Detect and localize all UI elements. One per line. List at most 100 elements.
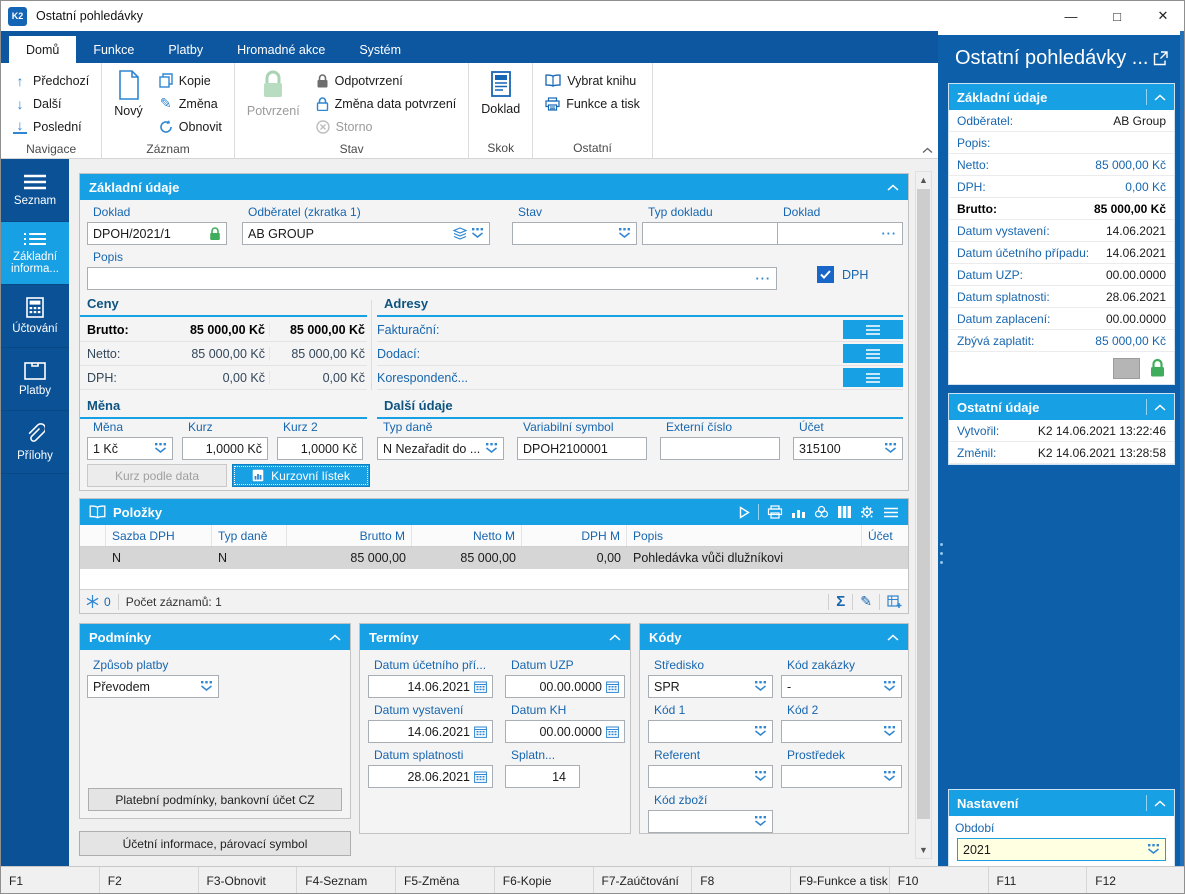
new-button[interactable]: Nový bbox=[106, 67, 150, 118]
col-ucet[interactable]: Účet bbox=[868, 528, 893, 543]
copy-button[interactable]: Kopie bbox=[155, 69, 226, 92]
menu-icon[interactable] bbox=[883, 507, 899, 518]
run-icon[interactable] bbox=[739, 505, 750, 519]
calendar-icon[interactable] bbox=[606, 681, 619, 693]
panel-splitter[interactable] bbox=[940, 543, 943, 564]
document-jump-button[interactable]: Doklad bbox=[473, 67, 528, 116]
platebni-podminky-button[interactable]: Platební podmínky, bankovní účet CZ bbox=[88, 788, 342, 811]
dropdown-icon[interactable] bbox=[883, 771, 896, 782]
settings-gear-icon[interactable] bbox=[860, 505, 875, 519]
ellipsis-button[interactable]: ··· bbox=[881, 226, 897, 241]
storno-button[interactable]: Storno bbox=[312, 115, 461, 138]
odberatel-input[interactable]: AB GROUP bbox=[242, 222, 490, 245]
change-button[interactable]: ✎ Změna bbox=[159, 95, 218, 111]
externi-cislo-input[interactable] bbox=[660, 437, 780, 460]
table-add-icon[interactable] bbox=[887, 595, 902, 608]
collapse-chevron-icon[interactable] bbox=[609, 633, 621, 641]
col-dph-m[interactable]: DPH M bbox=[522, 525, 627, 546]
dropdown-icon[interactable] bbox=[154, 443, 167, 454]
kurz-input[interactable]: 1,0000 Kč bbox=[182, 437, 268, 460]
dropdown-icon[interactable] bbox=[754, 771, 767, 782]
dropdown-icon[interactable] bbox=[1147, 844, 1160, 855]
columns-icon[interactable] bbox=[837, 505, 852, 519]
doklad-input[interactable]: DPOH/2021/1 bbox=[87, 222, 227, 245]
col-popis[interactable]: Popis bbox=[627, 525, 862, 546]
col-sazba-dph[interactable]: Sazba DPH bbox=[106, 525, 212, 546]
splatnost-input[interactable]: 14 bbox=[505, 765, 580, 788]
stredisko-select[interactable]: SPR bbox=[648, 675, 773, 698]
dropdown-icon[interactable] bbox=[200, 681, 213, 692]
doklad2-input[interactable]: ··· bbox=[777, 222, 903, 245]
dropdown-icon[interactable] bbox=[754, 681, 767, 692]
layers-icon[interactable] bbox=[453, 227, 467, 240]
dropdown-icon[interactable] bbox=[618, 228, 631, 239]
sidebar-item-zakladni-informace[interactable]: Základní informa... bbox=[1, 222, 69, 285]
datum-uzp-input[interactable]: 00.00.0000 bbox=[505, 675, 625, 698]
tab-platby[interactable]: Platby bbox=[168, 42, 204, 57]
tab-domu[interactable]: Domů bbox=[9, 36, 77, 63]
col-netto-m[interactable]: Netto M bbox=[412, 525, 522, 546]
col-typ-dane[interactable]: Typ daně bbox=[212, 525, 287, 546]
datum-vystaveni-input[interactable]: 14.06.2021 bbox=[368, 720, 493, 743]
variabilni-symbol-input[interactable]: DPOH2100001 bbox=[517, 437, 647, 460]
obdobi-select[interactable]: 2021 bbox=[957, 838, 1166, 861]
fkey-f4[interactable]: F4-Seznam bbox=[297, 867, 396, 893]
edit-pencil-icon[interactable]: ✎ bbox=[860, 593, 872, 609]
calendar-icon[interactable] bbox=[474, 681, 487, 693]
sidebar-item-seznam[interactable]: Seznam bbox=[1, 159, 69, 222]
ucetni-informace-button[interactable]: Účetní informace, párovací symbol bbox=[79, 831, 351, 856]
snowflake-icon[interactable] bbox=[86, 595, 99, 608]
fkey-f10[interactable]: F10 bbox=[890, 867, 989, 893]
function-print-button[interactable]: Funkce a tisk bbox=[541, 92, 644, 115]
calendar-icon[interactable] bbox=[474, 771, 487, 783]
dropdown-icon[interactable] bbox=[883, 681, 896, 692]
filter-wheel-icon[interactable] bbox=[814, 505, 829, 519]
calendar-icon[interactable] bbox=[606, 726, 619, 738]
change-confirm-date-button[interactable]: Změna data potvrzení bbox=[312, 92, 461, 115]
sidebar-item-platby[interactable]: Platby bbox=[1, 348, 69, 411]
collapse-chevron-icon[interactable] bbox=[1154, 403, 1166, 411]
fkey-f6[interactable]: F6-Kopie bbox=[495, 867, 594, 893]
kod1-select[interactable] bbox=[648, 720, 773, 743]
datum-kh-input[interactable]: 00.00.0000 bbox=[505, 720, 625, 743]
ellipsis-button[interactable]: ··· bbox=[755, 271, 771, 286]
zpusob-platby-select[interactable]: Převodem bbox=[87, 675, 219, 698]
print-icon[interactable] bbox=[767, 505, 783, 519]
collapse-chevron-icon[interactable] bbox=[1154, 93, 1166, 101]
sum-icon[interactable]: Σ bbox=[836, 593, 846, 610]
address-menu-button[interactable] bbox=[843, 368, 903, 387]
scroll-down-arrow[interactable]: ▼ bbox=[919, 845, 928, 855]
refresh-button[interactable]: Obnovit bbox=[155, 115, 226, 138]
address-menu-button[interactable] bbox=[843, 320, 903, 339]
dph-checkbox[interactable] bbox=[817, 266, 834, 283]
fkey-f11[interactable]: F11 bbox=[989, 867, 1088, 893]
select-book-button[interactable]: Vybrat knihu bbox=[541, 69, 644, 92]
kurzovni-listek-button[interactable]: Kurzovní lístek bbox=[232, 464, 370, 487]
fkey-f3[interactable]: F3-Obnovit bbox=[199, 867, 298, 893]
chart-icon[interactable] bbox=[791, 506, 806, 519]
popis-input[interactable]: ··· bbox=[87, 267, 777, 290]
tab-funkce[interactable]: Funkce bbox=[93, 42, 135, 57]
popout-icon[interactable] bbox=[1153, 51, 1168, 66]
stav-select[interactable] bbox=[512, 222, 637, 245]
prostredek-select[interactable] bbox=[781, 765, 902, 788]
items-grid-row[interactable]: N N 85 000,00 85 000,00 0,00 Pohledávka … bbox=[80, 547, 908, 569]
next-button[interactable]: ↓ Další bbox=[9, 92, 93, 115]
address-menu-button[interactable] bbox=[843, 344, 903, 363]
fkey-f8[interactable]: F8 bbox=[692, 867, 791, 893]
collapse-chevron-icon[interactable] bbox=[1154, 799, 1166, 807]
referent-select[interactable] bbox=[648, 765, 773, 788]
sidebar-item-prilohy[interactable]: Přílohy bbox=[1, 411, 69, 474]
prev-button[interactable]: ↑ Předchozí bbox=[9, 69, 93, 92]
dropdown-icon[interactable] bbox=[754, 816, 767, 827]
tab-hromadne-akce[interactable]: Hromadné akce bbox=[237, 42, 326, 57]
scrollbar-thumb[interactable] bbox=[917, 189, 930, 819]
last-button[interactable]: ↓ Poslední bbox=[9, 115, 93, 138]
mena-select[interactable]: 1 Kč bbox=[87, 437, 173, 460]
close-button[interactable]: ✕ bbox=[1157, 8, 1169, 23]
kod-zakazky-select[interactable]: - bbox=[781, 675, 902, 698]
kod-zbozi-select[interactable] bbox=[648, 810, 773, 833]
dropdown-icon[interactable] bbox=[883, 726, 896, 737]
sidebar-item-uctovani[interactable]: Účtování bbox=[1, 285, 69, 348]
kurz-podle-data-button[interactable]: Kurz podle data bbox=[87, 464, 227, 487]
